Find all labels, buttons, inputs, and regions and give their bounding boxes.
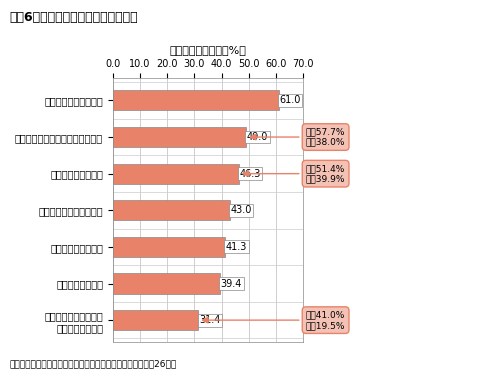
Bar [113,273,220,294]
Text: 女性57.7%
男性38.0%: 女性57.7% 男性38.0% [250,127,346,147]
Text: 43.0: 43.0 [230,205,252,215]
Text: 39.4: 39.4 [221,279,242,288]
Bar [113,200,230,220]
Text: 49.0: 49.0 [247,132,268,142]
Text: 図表6　仕事を選ぶ際に重視すること: 図表6 仕事を選ぶ際に重視すること [10,11,138,24]
Text: 61.0: 61.0 [279,96,301,105]
Bar [113,310,198,330]
Bar [113,127,246,147]
X-axis label: 選択した者の割合（%）: 選択した者の割合（%） [169,45,246,55]
Text: 女性51.4%
男性39.9%: 女性51.4% 男性39.9% [243,164,346,183]
Bar [113,237,225,257]
Bar [113,90,279,111]
Text: 女性41.0%
男性19.5%: 女性41.0% 男性19.5% [202,311,346,330]
Text: 31.4: 31.4 [199,315,220,325]
Bar [113,164,239,184]
Text: 41.3: 41.3 [226,242,247,252]
Text: 46.3: 46.3 [240,169,261,179]
Text: （備考）内閣府「女性の活躍推進に関する世論調査」（平成26年）: （備考）内閣府「女性の活躍推進に関する世論調査」（平成26年） [10,359,177,368]
